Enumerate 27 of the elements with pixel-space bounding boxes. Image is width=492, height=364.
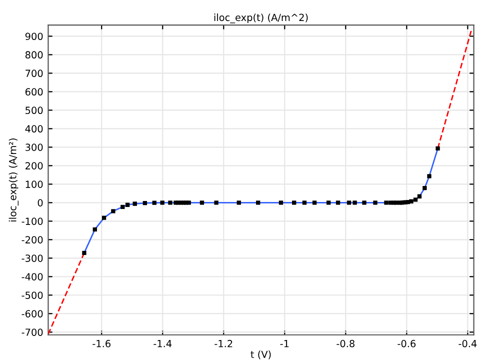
y-axis-title: iloc_exp(t) (A/m²) [8,138,19,222]
y-tick-label: 100 [26,180,43,188]
y-tick-label: -700 [22,328,43,336]
y-tick-label: 900 [25,32,43,40]
x-tick-label: -0.4 [458,340,477,348]
y-tick-label: 400 [25,125,43,133]
chart-title: iloc_exp(t) (A/m^2) [214,14,308,24]
x-tick-label: -0.8 [336,340,354,348]
x-tick-label: -0.6 [398,340,416,348]
y-tick-label: -100 [22,218,43,225]
x-axis-title: t (V) [250,350,271,360]
y-tick-label: 200 [26,162,43,170]
x-tick-label: -1.6 [92,340,110,348]
y-tick-label: 800 [25,51,43,59]
y-tick-label: 0 [38,199,43,206]
y-tick-label: 600 [25,88,43,96]
x-tick-label: -1 [280,340,289,348]
y-tick-label: -200 [22,236,43,244]
y-tick-label: -300 [22,254,43,262]
y-tick-label: 500 [26,106,43,114]
y-tick-label: -400 [22,273,43,280]
x-tick-label: -1.4 [154,340,172,348]
x-tick-label: -1.2 [214,340,232,348]
y-tick-label: 700 [26,70,43,78]
y-tick-label: 300 [26,144,43,152]
y-tick-label: -500 [22,292,43,299]
y-tick-label: -600 [22,310,43,318]
